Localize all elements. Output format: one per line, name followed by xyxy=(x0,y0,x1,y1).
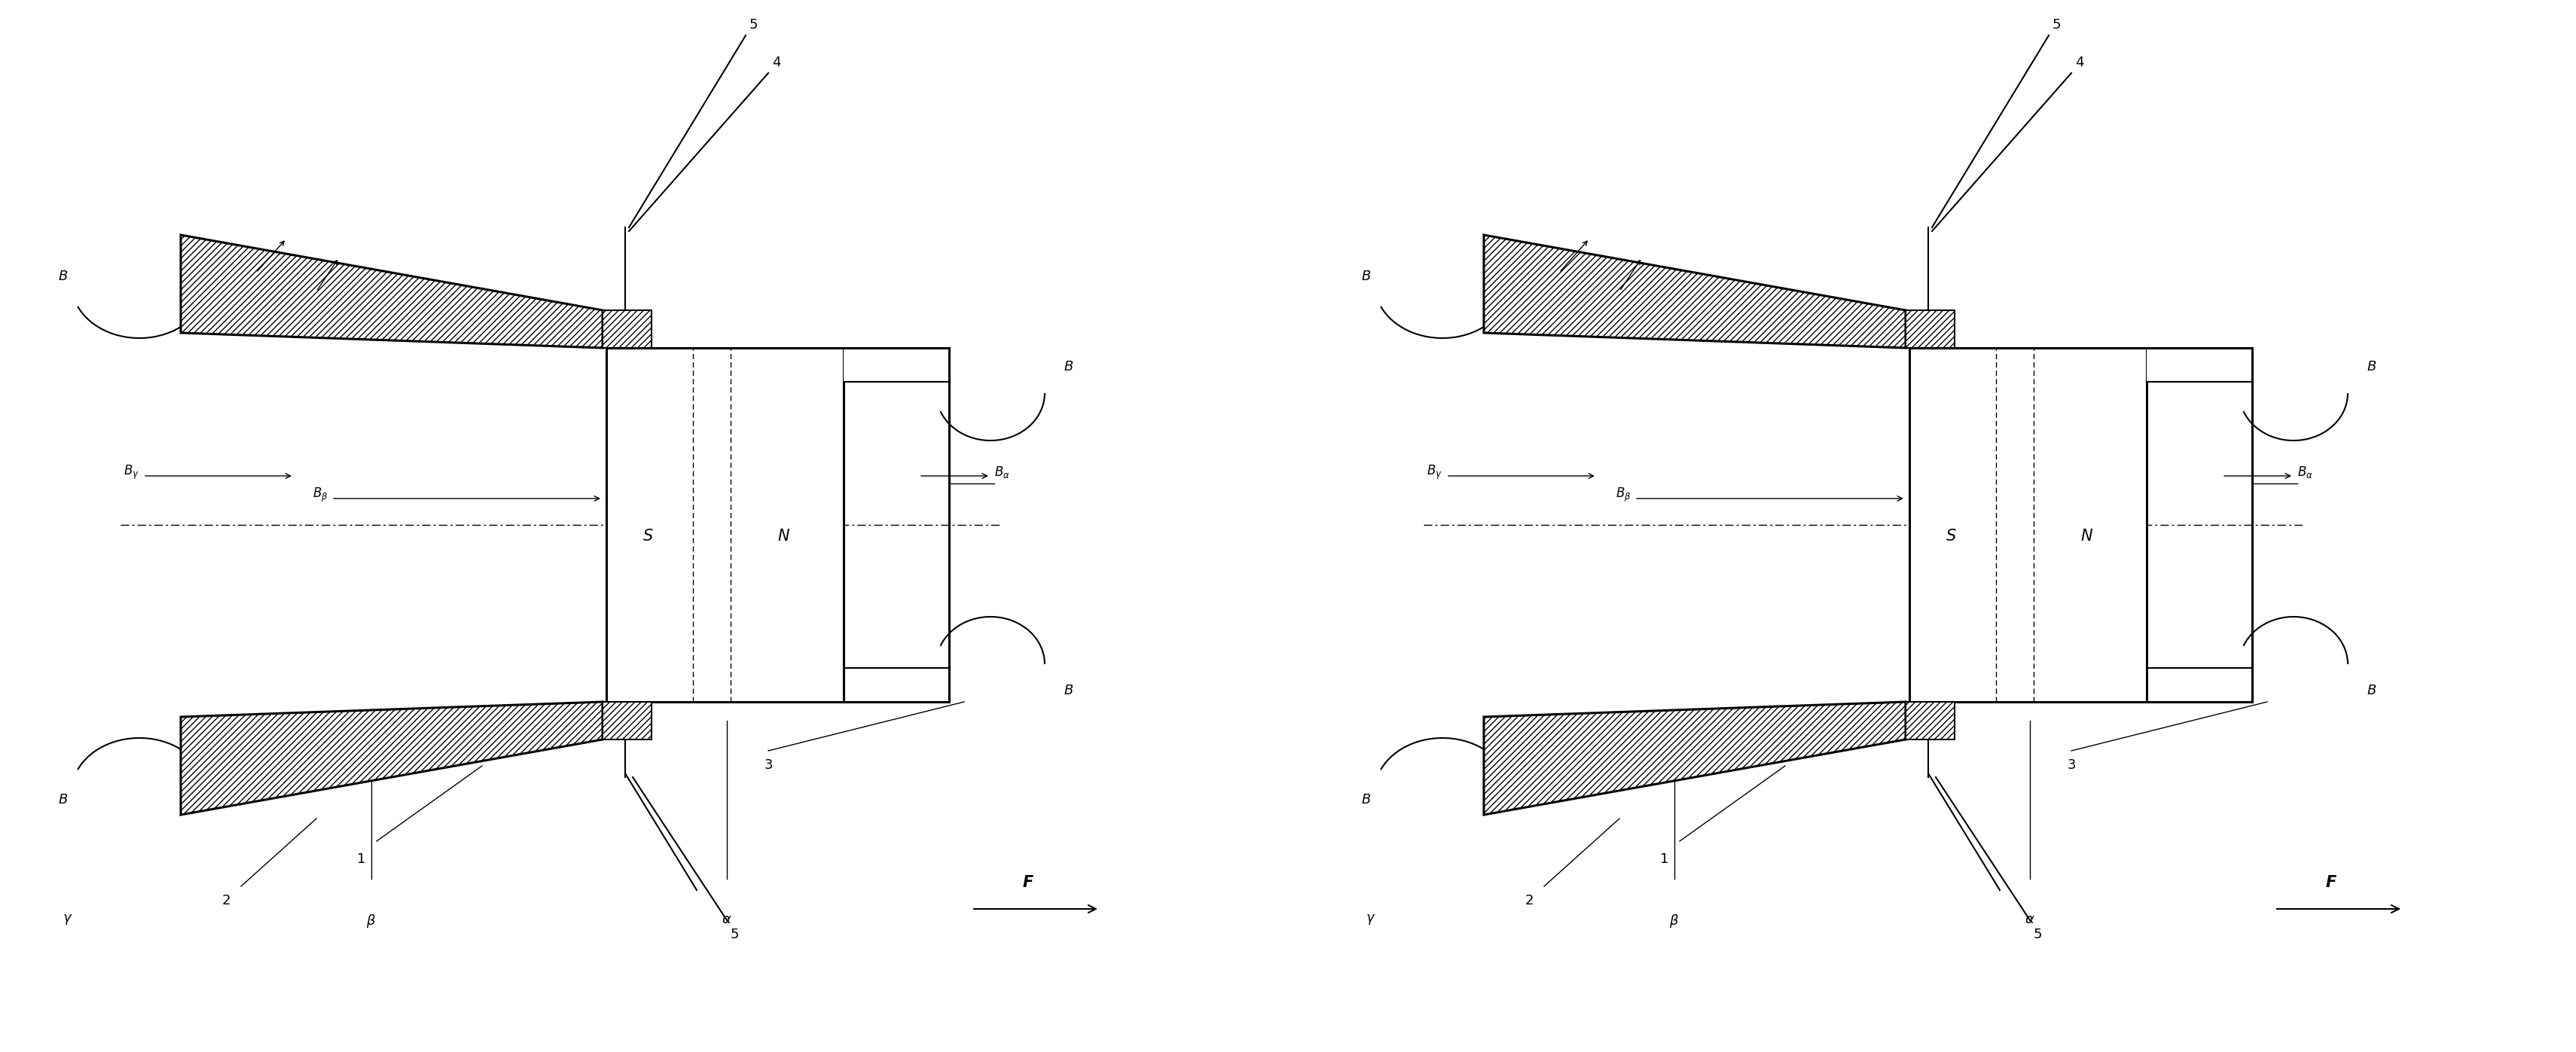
Polygon shape xyxy=(180,235,603,348)
Bar xyxy=(2146,348,2251,382)
Text: B: B xyxy=(2367,684,2378,697)
Text: 5: 5 xyxy=(750,18,757,32)
Text: $B_\gamma$: $B_\gamma$ xyxy=(124,464,139,481)
Text: ds: ds xyxy=(1620,299,1633,310)
Text: $\gamma$: $\gamma$ xyxy=(62,913,72,926)
Text: dF: dF xyxy=(1517,280,1533,291)
Polygon shape xyxy=(1484,702,1906,815)
Text: S: S xyxy=(1945,529,1955,544)
Text: F: F xyxy=(1023,875,1033,890)
Text: 2: 2 xyxy=(222,894,229,908)
Text: S: S xyxy=(644,529,652,544)
Text: 4: 4 xyxy=(773,56,781,69)
Text: $\alpha$: $\alpha$ xyxy=(721,913,732,926)
Bar xyxy=(603,702,652,740)
Text: B: B xyxy=(1363,793,1370,807)
Bar xyxy=(1909,348,2146,702)
Text: 3: 3 xyxy=(2066,758,2076,772)
Text: 4: 4 xyxy=(2076,56,2084,69)
Text: F: F xyxy=(2326,875,2336,890)
Polygon shape xyxy=(180,702,603,815)
Bar xyxy=(605,348,842,702)
Text: 2: 2 xyxy=(1525,894,1533,908)
Polygon shape xyxy=(1484,235,1906,348)
Text: $B_\alpha$: $B_\alpha$ xyxy=(994,465,1010,480)
Text: 5: 5 xyxy=(732,928,739,942)
Text: dF: dF xyxy=(216,280,229,291)
Text: $\alpha$: $\alpha$ xyxy=(2025,913,2035,926)
Text: B: B xyxy=(2367,360,2378,373)
Text: $B_\gamma$: $B_\gamma$ xyxy=(1427,464,1443,481)
Text: N: N xyxy=(778,529,788,544)
Text: 1: 1 xyxy=(358,852,366,866)
Text: $B_\beta$: $B_\beta$ xyxy=(312,486,327,504)
Bar xyxy=(1906,310,1955,348)
Text: 3: 3 xyxy=(765,758,773,772)
Text: B: B xyxy=(1064,360,1074,373)
Text: B: B xyxy=(1064,684,1074,697)
Text: $\gamma$: $\gamma$ xyxy=(1365,913,1376,926)
Text: $\beta$: $\beta$ xyxy=(1669,913,1680,929)
Text: 5: 5 xyxy=(2053,18,2061,32)
Bar xyxy=(842,348,948,382)
Text: ds: ds xyxy=(317,299,330,310)
Text: $B_\alpha$: $B_\alpha$ xyxy=(2298,465,2313,480)
Text: B: B xyxy=(59,793,67,807)
Text: $B_\beta$: $B_\beta$ xyxy=(1615,486,1631,504)
Text: N: N xyxy=(2081,529,2092,544)
Bar xyxy=(1906,702,1955,740)
Bar xyxy=(603,310,652,348)
Text: 5: 5 xyxy=(2032,928,2043,942)
Text: $\beta$: $\beta$ xyxy=(366,913,376,929)
Text: B: B xyxy=(1363,269,1370,283)
Text: 1: 1 xyxy=(1662,852,1669,866)
Text: B: B xyxy=(59,269,67,283)
